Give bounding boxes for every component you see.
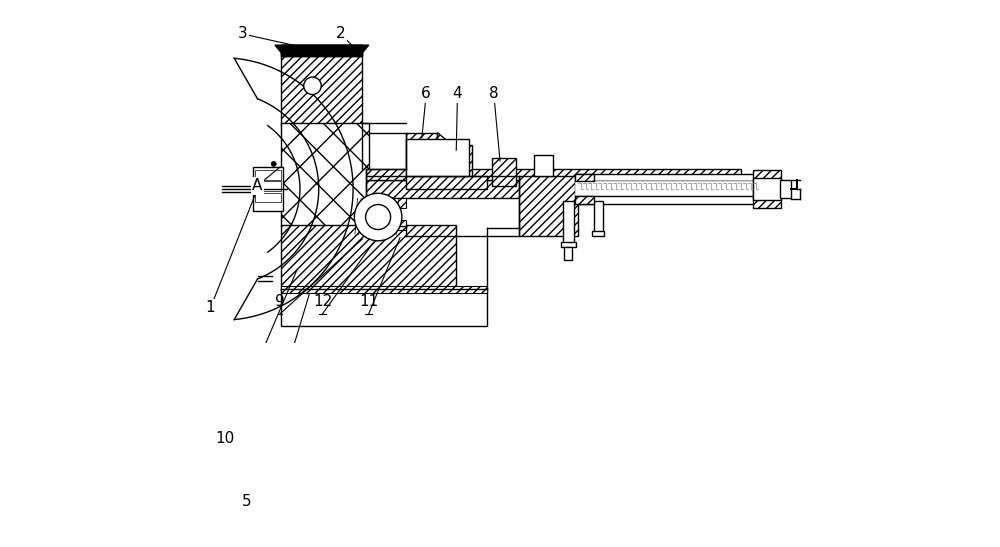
Text: 11: 11 [359, 294, 378, 309]
Bar [255, 170, 281, 179]
Bar [253, 167, 283, 211]
Bar [366, 169, 741, 179]
Bar [534, 155, 553, 177]
Bar [406, 133, 437, 179]
Bar [406, 177, 487, 189]
Bar [519, 177, 578, 236]
Bar [281, 45, 362, 56]
Bar [575, 174, 594, 182]
Bar [406, 139, 469, 177]
Bar [366, 220, 406, 230]
Bar [281, 45, 362, 56]
Bar [575, 196, 756, 204]
Text: 10: 10 [215, 432, 235, 446]
Text: 2: 2 [336, 26, 345, 42]
Text: A: A [252, 178, 263, 193]
Bar [561, 242, 576, 247]
Bar [575, 196, 594, 204]
Polygon shape [437, 133, 456, 179]
Text: 8: 8 [489, 86, 499, 101]
Bar [780, 179, 791, 198]
Bar [255, 193, 281, 202]
Bar [753, 178, 781, 200]
Text: 4: 4 [453, 86, 462, 101]
Bar [281, 45, 362, 126]
Bar [411, 142, 464, 173]
Text: 9: 9 [275, 294, 285, 309]
Circle shape [366, 205, 391, 230]
Bar [281, 286, 487, 293]
Bar [281, 289, 487, 327]
Bar [444, 145, 472, 179]
Bar [366, 198, 406, 208]
Text: 5: 5 [242, 494, 252, 509]
Text: 3: 3 [238, 26, 247, 42]
Bar [575, 174, 756, 182]
Bar [564, 247, 572, 259]
Bar [255, 182, 281, 191]
Bar [366, 179, 772, 198]
Text: 12: 12 [313, 294, 332, 309]
Bar [594, 201, 603, 232]
Bar [356, 198, 401, 235]
Bar [492, 158, 516, 186]
Bar [563, 201, 574, 245]
Bar [753, 170, 781, 208]
Circle shape [354, 193, 402, 241]
Bar [281, 123, 369, 226]
Bar [592, 231, 604, 236]
Text: 1: 1 [206, 300, 215, 315]
Circle shape [271, 161, 276, 166]
Circle shape [304, 77, 321, 95]
Bar [281, 225, 456, 291]
Polygon shape [275, 45, 369, 56]
Text: 6: 6 [421, 86, 431, 101]
Bar [575, 182, 756, 196]
